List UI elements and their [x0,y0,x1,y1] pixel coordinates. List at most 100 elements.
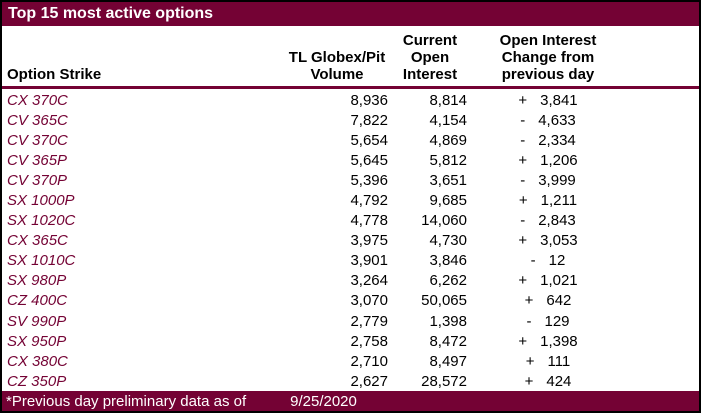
table-row: SX 1020C 4,778 14,060 - 2,843 [2,211,699,231]
open-interest-cell: 4,869 [429,131,467,149]
change-sign: + [518,272,528,290]
strike-cell: CX 365C [7,232,68,250]
table-row: SX 950P 2,758 8,472 + 1,398 [2,331,699,351]
table-row: SX 1000P 4,792 9,685 + 1,211 [2,190,699,210]
change-cell: - 12 [471,252,625,269]
open-interest-cell: 50,065 [421,292,467,310]
table-body: CX 370C 8,936 8,814 + 3,841 CV 365C 7,82… [2,89,699,391]
change-sign: - [526,312,532,330]
strike-cell: CV 365P [7,151,68,169]
change-sign: + [518,332,528,350]
open-interest-cell: 14,060 [421,212,467,230]
volume-cell: 5,645 [350,151,388,169]
strike-cell: SX 1010C [7,252,76,270]
change-value: 129 [544,312,570,330]
change-value: 424 [546,372,572,390]
change-sign: - [520,131,526,149]
change-sign: + [524,292,534,310]
volume-cell: 7,822 [350,111,388,129]
change-sign: + [524,372,534,390]
change-sign: - [520,111,526,129]
open-interest-cell: 1,398 [429,312,467,330]
strike-cell: CV 370P [7,171,68,189]
open-interest-cell: 3,651 [429,171,467,189]
strike-cell: SV 990P [7,312,67,330]
col-header-option-strike: Option Strike [2,32,285,86]
strike-cell: CX 380C [7,352,68,370]
change-value: 1,398 [540,332,578,350]
col-header-spacer [625,32,699,86]
change-cell: - 129 [471,313,625,330]
open-interest-cell: 6,262 [429,272,467,290]
change-cell: + 1,211 [471,192,625,209]
volume-cell: 2,758 [350,332,388,350]
change-cell: - 2,334 [471,132,625,149]
open-interest-cell: 8,814 [429,91,467,109]
table-row: CV 370P 5,396 3,651 - 3,999 [2,170,699,190]
table-row: CV 365C 7,822 4,154 - 4,633 [2,110,699,130]
change-value: 12 [548,252,566,270]
change-sign: - [520,171,526,189]
open-interest-cell: 4,730 [429,232,467,250]
strike-cell: SX 1000P [7,192,75,210]
table-row: CX 380C 2,710 8,497 + 111 [2,351,699,371]
volume-cell: 5,654 [350,131,388,149]
strike-cell: SX 950P [7,332,67,350]
volume-cell: 8,936 [350,91,388,109]
open-interest-cell: 28,572 [421,372,467,390]
open-interest-cell: 3,846 [429,252,467,270]
table-row: SV 990P 2,779 1,398 - 129 [2,311,699,331]
change-sign: + [518,192,528,210]
change-cell: - 2,843 [471,212,625,229]
table-row: CX 370C 8,936 8,814 + 3,841 [2,90,699,110]
volume-cell: 5,396 [350,171,388,189]
change-value: 3,999 [538,171,576,189]
change-sign: + [518,151,528,169]
volume-cell: 2,779 [350,312,388,330]
change-sign: - [520,212,526,230]
col-header-open-interest: Current Open Interest [389,32,471,86]
volume-cell: 2,710 [350,352,388,370]
table-row: CZ 400C 3,070 50,065 + 642 [2,291,699,311]
col-header-volume-line: Volume [310,66,364,83]
change-sign: + [525,352,535,370]
volume-cell: 3,901 [350,252,388,270]
strike-cell: CV 370C [7,131,68,149]
strike-cell: SX 1020C [7,212,76,230]
table-row: CX 365C 3,975 4,730 + 3,053 [2,231,699,251]
table-header: Option Strike TL Globex/Pit Volume Curre… [2,26,699,89]
volume-cell: 2,627 [350,372,388,390]
col-header-oi-change-line: Open Interest [499,32,597,49]
table-row: CZ 350P 2,627 28,572 + 424 [2,371,699,391]
volume-cell: 3,264 [350,272,388,290]
title-bar: Top 15 most active options [2,2,699,26]
table-row: SX 980P 3,264 6,262 + 1,021 [2,271,699,291]
open-interest-cell: 4,154 [429,111,467,129]
change-cell: + 424 [471,373,625,390]
change-value: 1,211 [540,192,578,210]
footer-bar: *Previous day preliminary data as of 9/2… [2,391,699,411]
col-header-oi-change-line: previous day [501,66,595,83]
change-value: 3,053 [540,232,578,250]
change-cell: + 3,841 [471,92,625,109]
change-value: 1,021 [540,272,578,290]
col-header-open-interest-line: Open [410,49,450,66]
open-interest-cell: 9,685 [429,192,467,210]
open-interest-cell: 8,497 [429,352,467,370]
change-value: 2,334 [538,131,576,149]
volume-cell: 4,778 [350,212,388,230]
change-sign: + [518,91,528,109]
strike-cell: CZ 350P [7,372,67,390]
change-cell: + 3,053 [471,232,625,249]
change-cell: + 642 [471,292,625,309]
change-cell: + 1,206 [471,152,625,169]
col-header-oi-change-line: Change from [501,49,595,66]
change-cell: - 3,999 [471,172,625,189]
table-row: SX 1010C 3,901 3,846 - 12 [2,251,699,271]
change-value: 4,633 [538,111,576,129]
volume-cell: 3,070 [350,292,388,310]
change-value: 2,843 [538,212,576,230]
strike-cell: CX 370C [7,91,68,109]
change-value: 3,841 [540,91,578,109]
